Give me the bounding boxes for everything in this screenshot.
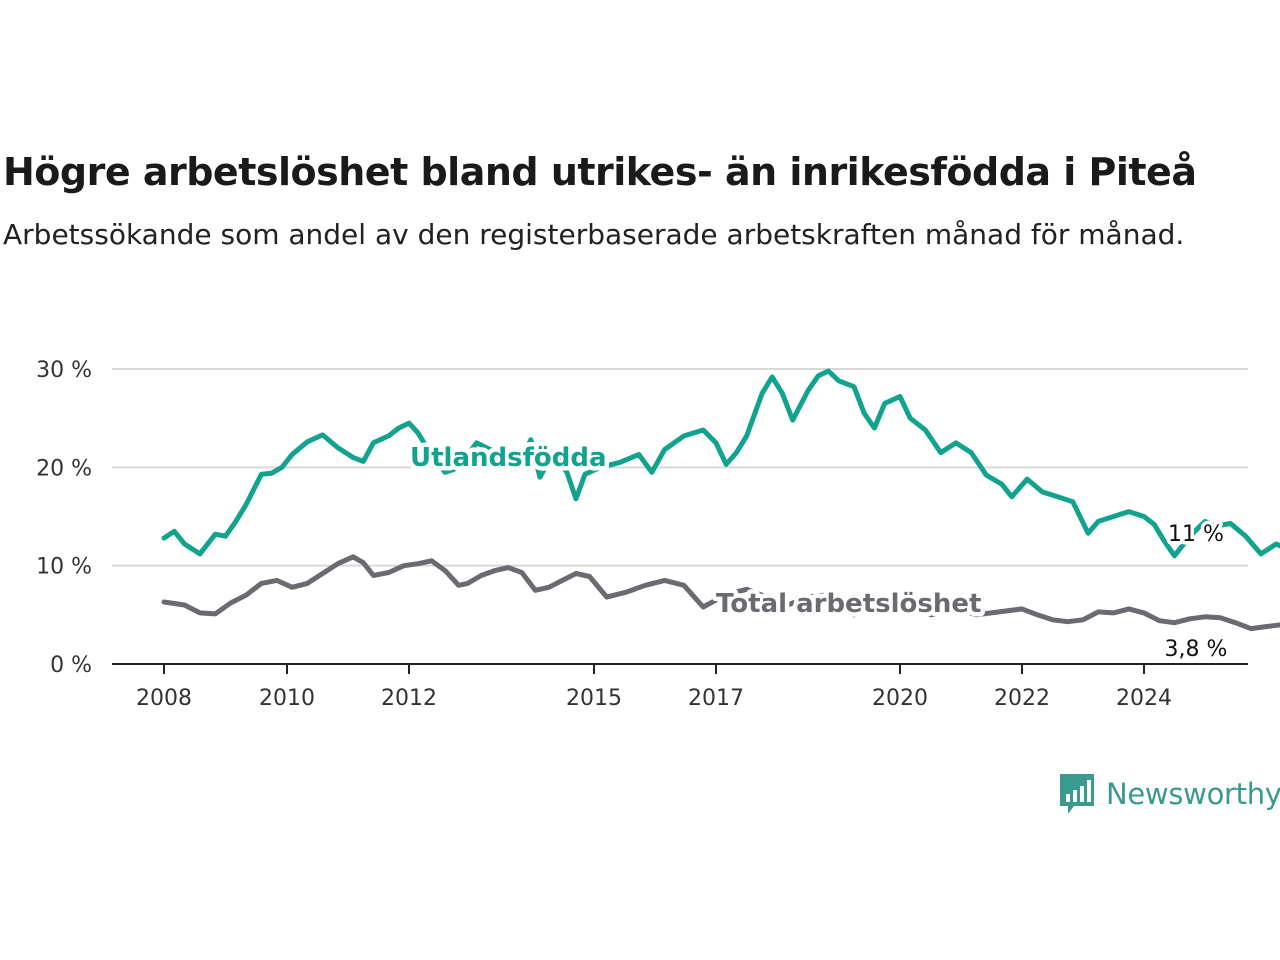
series-label-halo: Total arbetslöshet <box>716 589 981 619</box>
newsworthy-logo: Newsworthy <box>1058 772 1280 816</box>
x-tick-label: 2015 <box>566 686 622 711</box>
end-label-halo: 11 % <box>1168 522 1224 547</box>
series-end-value-label: 11 % <box>1168 522 1224 547</box>
x-tick-label: 2012 <box>381 686 437 711</box>
y-axis: 0 % 10 % 20 % 30 % <box>36 358 92 678</box>
series-name-label: Utlandsfödda <box>410 443 607 473</box>
x-tick-label: 2024 <box>1116 686 1172 711</box>
chart-title: Högre arbetslöshet bland utrikes- än inr… <box>3 150 1197 194</box>
series-line-utlandsfodda <box>161 368 1280 559</box>
end-label-halo: 3,8 % <box>1165 637 1228 662</box>
y-tick-label: 20 % <box>36 456 92 481</box>
y-tick-label: 0 % <box>50 653 92 678</box>
chart-subtitle: Arbetssökande som andel av den registerb… <box>3 218 1185 251</box>
x-tick-label: 2020 <box>872 686 928 711</box>
gridlines <box>112 368 1248 567</box>
series-end-value-label: 3,8 % <box>1165 637 1228 662</box>
x-axis: 2008 2010 2012 2015 2017 2020 2022 2024 <box>136 664 1172 711</box>
bar-chart-speech-bubble-icon <box>1060 774 1094 814</box>
y-tick-label: 10 % <box>36 555 92 580</box>
brand-name: Newsworthy <box>1106 777 1280 811</box>
x-tick-label: 2010 <box>259 686 315 711</box>
x-tick-label: 2008 <box>136 686 192 711</box>
series-lines <box>161 368 1280 632</box>
x-tick-label: 2022 <box>994 686 1050 711</box>
x-tick-label: 2017 <box>688 686 744 711</box>
y-tick-label: 30 % <box>36 358 92 383</box>
series-line-total <box>161 554 1280 632</box>
series-label-halo: Utlandsfödda <box>410 443 607 473</box>
series-name-label: Total arbetslöshet <box>716 589 981 619</box>
